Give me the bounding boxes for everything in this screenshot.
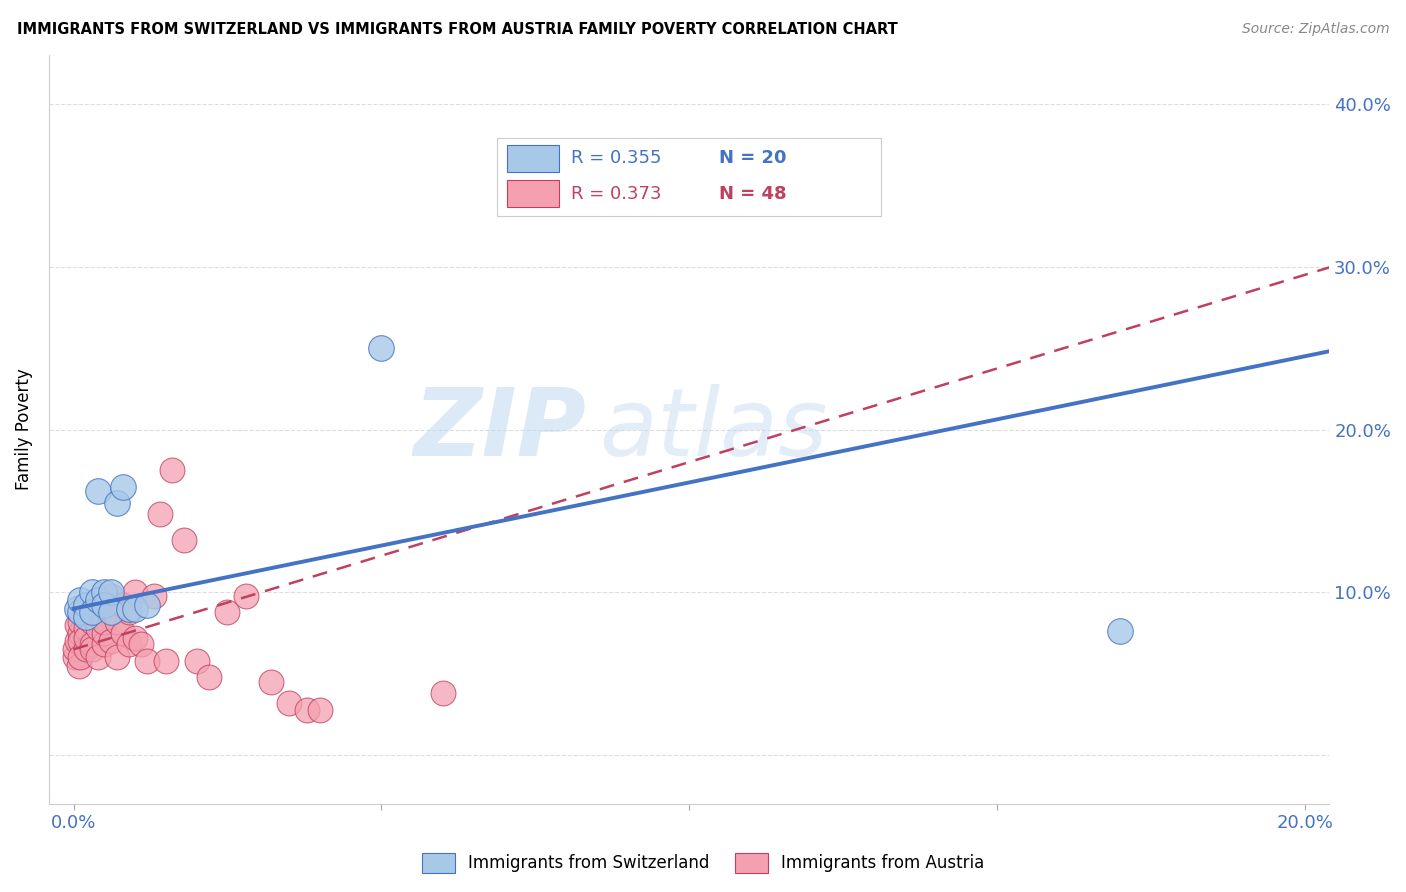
- Point: [160, 463, 183, 477]
- Point: [105, 615, 128, 629]
- Point: [278, 696, 301, 710]
- Point: [75, 609, 97, 624]
- Point: [87, 593, 110, 607]
- Point: [80, 615, 103, 629]
- Point: [100, 634, 122, 648]
- Point: [198, 670, 221, 684]
- Point: [69, 615, 91, 629]
- Point: [149, 507, 172, 521]
- Point: [65, 642, 87, 657]
- Point: [66, 634, 89, 648]
- Point: [69, 634, 91, 648]
- Point: [87, 599, 110, 613]
- Point: [87, 621, 110, 635]
- Text: R = 0.373: R = 0.373: [571, 185, 662, 202]
- Point: [87, 484, 110, 499]
- Point: [105, 496, 128, 510]
- Text: ZIP: ZIP: [413, 384, 586, 475]
- Point: [100, 605, 122, 619]
- Point: [124, 631, 146, 645]
- Point: [66, 618, 89, 632]
- FancyBboxPatch shape: [508, 145, 558, 172]
- Point: [80, 605, 103, 619]
- Point: [118, 601, 141, 615]
- Point: [124, 601, 146, 615]
- Point: [111, 479, 134, 493]
- Point: [100, 589, 122, 603]
- Y-axis label: Family Poverty: Family Poverty: [15, 368, 32, 491]
- Point: [259, 674, 281, 689]
- Text: atlas: atlas: [599, 384, 828, 475]
- Point: [93, 599, 115, 613]
- Point: [308, 702, 330, 716]
- Point: [75, 642, 97, 657]
- Point: [173, 533, 195, 548]
- Point: [75, 599, 97, 613]
- Text: N = 20: N = 20: [718, 150, 786, 168]
- Text: IMMIGRANTS FROM SWITZERLAND VS IMMIGRANTS FROM AUSTRIA FAMILY POVERTY CORRELATIO: IMMIGRANTS FROM SWITZERLAND VS IMMIGRANT…: [17, 22, 897, 37]
- Point: [67, 658, 90, 673]
- Point: [93, 626, 115, 640]
- Point: [142, 589, 165, 603]
- Point: [118, 605, 141, 619]
- Point: [93, 615, 115, 629]
- Point: [87, 650, 110, 665]
- Point: [69, 593, 91, 607]
- Point: [93, 637, 115, 651]
- Point: [63, 650, 86, 665]
- Point: [105, 650, 128, 665]
- Point: [235, 589, 257, 603]
- Point: [93, 585, 115, 599]
- Point: [66, 601, 89, 615]
- Point: [1109, 624, 1132, 639]
- Point: [75, 631, 97, 645]
- Point: [69, 626, 91, 640]
- FancyBboxPatch shape: [498, 137, 882, 216]
- Point: [129, 637, 152, 651]
- Point: [155, 654, 177, 668]
- Point: [75, 609, 97, 624]
- Point: [136, 599, 159, 613]
- Point: [75, 621, 97, 635]
- Point: [100, 585, 122, 599]
- Text: R = 0.355: R = 0.355: [571, 150, 662, 168]
- Point: [69, 605, 91, 619]
- Point: [370, 341, 392, 355]
- Point: [136, 654, 159, 668]
- Point: [80, 585, 103, 599]
- Point: [69, 650, 91, 665]
- Text: Source: ZipAtlas.com: Source: ZipAtlas.com: [1241, 22, 1389, 37]
- Text: N = 48: N = 48: [718, 185, 786, 202]
- Point: [217, 605, 239, 619]
- Point: [80, 637, 103, 651]
- FancyBboxPatch shape: [508, 180, 558, 207]
- Point: [118, 637, 141, 651]
- Point: [432, 686, 454, 700]
- Point: [124, 585, 146, 599]
- Point: [297, 702, 319, 716]
- Point: [111, 599, 134, 613]
- Point: [186, 654, 208, 668]
- Point: [80, 642, 103, 657]
- Point: [111, 626, 134, 640]
- Legend: Immigrants from Switzerland, Immigrants from Austria: Immigrants from Switzerland, Immigrants …: [415, 847, 991, 880]
